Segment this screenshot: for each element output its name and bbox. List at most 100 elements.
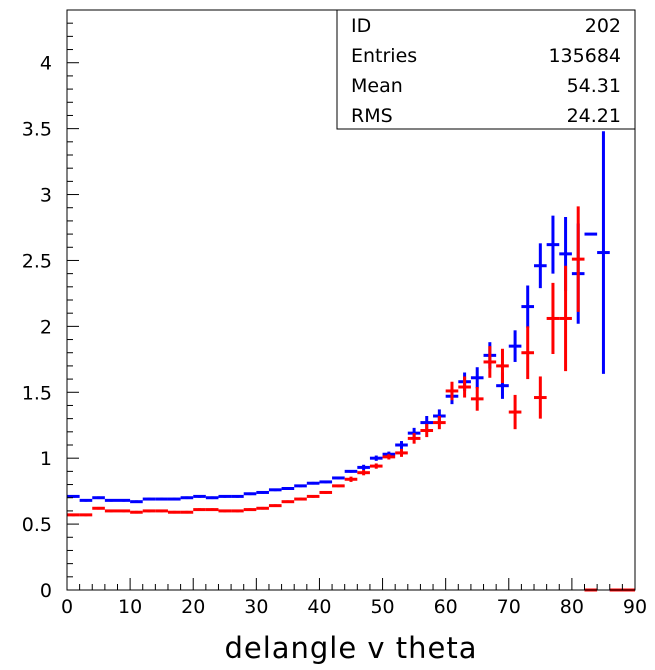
- y-tick-label: 2: [40, 316, 52, 338]
- data-point: [559, 265, 572, 372]
- data-point: [470, 387, 484, 411]
- data-point: [142, 509, 156, 513]
- y-tick-label: 4: [40, 53, 52, 75]
- data-point: [231, 509, 244, 513]
- x-tick-label: 40: [307, 596, 331, 618]
- data-point: [79, 513, 93, 517]
- y-tick-label: 3.5: [22, 119, 52, 141]
- data-point: [256, 506, 269, 510]
- data-point: [445, 381, 459, 401]
- data-point: [332, 476, 345, 480]
- data-point: [521, 285, 535, 328]
- y-tick-label: 0: [40, 580, 52, 602]
- data-point: [319, 490, 333, 494]
- data-point: [369, 463, 383, 469]
- data-point: [104, 509, 118, 513]
- data-point: [268, 488, 282, 492]
- data-point: [294, 497, 307, 501]
- y-tick-label: 1.5: [22, 382, 52, 404]
- x-tick-label: 50: [370, 596, 394, 618]
- data-point: [395, 441, 408, 449]
- data-point: [508, 330, 522, 362]
- data-point: [319, 480, 333, 484]
- x-tick-label: 10: [118, 596, 142, 618]
- data-point: [281, 487, 295, 490]
- x-tick-label: 20: [181, 596, 205, 618]
- data-point: [256, 490, 269, 494]
- data-point: [508, 394, 522, 430]
- data-point: [67, 513, 80, 517]
- data-point: [344, 469, 358, 473]
- data-point: [382, 454, 396, 460]
- stats-label: Mean: [351, 75, 403, 97]
- data-point: [597, 131, 610, 374]
- series-layer: [67, 70, 635, 592]
- y-tick-label: 0.5: [22, 514, 52, 536]
- x-tick-label: 70: [497, 596, 521, 618]
- data-point: [483, 346, 497, 378]
- data-point: [205, 508, 219, 512]
- data-point: [395, 448, 408, 457]
- data-point: [67, 494, 80, 498]
- data-point: [369, 455, 383, 461]
- data-point: [92, 496, 105, 500]
- data-point: [268, 504, 282, 508]
- y-tick-label: 3: [40, 185, 52, 207]
- stats-label: RMS: [351, 105, 393, 127]
- data-point: [407, 433, 421, 444]
- stats-value: 202: [585, 15, 621, 37]
- data-point: [117, 509, 131, 513]
- stats-value: 54.31: [567, 75, 621, 97]
- data-point: [243, 492, 257, 496]
- data-point: [306, 481, 320, 485]
- data-point: [357, 470, 370, 476]
- data-point: [167, 497, 181, 501]
- data-point: [155, 497, 168, 501]
- x-tick-label: 80: [560, 596, 584, 618]
- x-tick-label: 30: [244, 596, 268, 618]
- stats-label: Entries: [351, 45, 417, 67]
- data-point: [357, 464, 370, 471]
- stats-box: ID 202 Entries 135684 Mean 54.31 RMS 24.21: [336, 9, 636, 130]
- stats-rows: ID 202 Entries 135684 Mean 54.31 RMS 24.21: [351, 15, 621, 127]
- x-axis-title: delangle v theta: [224, 631, 477, 665]
- data-point: [218, 494, 232, 498]
- stats-label: ID: [351, 15, 371, 37]
- data-point: [306, 494, 320, 498]
- x-tick-label: 0: [61, 596, 73, 618]
- data-point: [534, 243, 547, 289]
- data-point: [433, 416, 446, 430]
- data-point: [193, 508, 206, 512]
- data-point: [104, 498, 118, 502]
- x-tick-label: 90: [623, 596, 647, 618]
- x-tick-label: 60: [434, 596, 458, 618]
- data-point: [231, 494, 244, 498]
- series-group: [67, 70, 635, 592]
- data-point: [92, 506, 105, 510]
- data-point: [130, 500, 143, 504]
- data-point: [546, 215, 560, 274]
- data-point: [243, 508, 257, 512]
- data-point: [496, 348, 509, 384]
- data-point: [79, 498, 93, 502]
- data-point: [193, 494, 206, 498]
- stats-box-frame: [336, 9, 636, 130]
- data-point: [155, 509, 168, 513]
- data-point: [142, 497, 156, 501]
- data-point: [344, 476, 358, 482]
- y-tick-label: 1: [40, 448, 52, 470]
- data-point: [167, 510, 181, 514]
- data-point: [534, 376, 547, 419]
- data-point: [470, 367, 484, 389]
- y-tick-label: 2.5: [22, 250, 52, 272]
- data-point: [521, 326, 535, 380]
- data-point: [281, 500, 295, 504]
- data-point: [571, 206, 585, 312]
- data-point: [420, 423, 434, 438]
- data-point: [117, 498, 131, 502]
- data-point: [546, 282, 560, 355]
- stats-value: 135684: [548, 45, 621, 67]
- data-point: [332, 484, 345, 488]
- data-point: [458, 376, 471, 398]
